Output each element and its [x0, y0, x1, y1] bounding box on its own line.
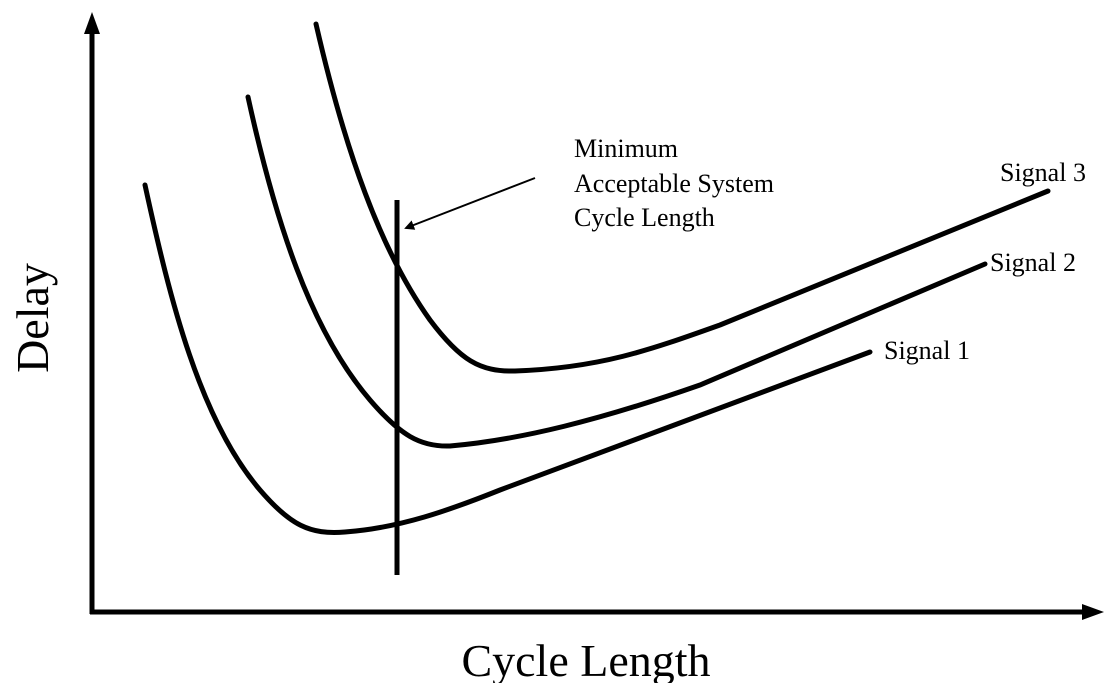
signal-2-curve: [245, 94, 988, 449]
x-axis-arrow: [1082, 604, 1104, 620]
curve-label: Signal 1: [884, 336, 970, 365]
signal-1-curve: [142, 182, 873, 535]
y-axis-arrow: [84, 12, 100, 34]
curve-label: Signal 2: [990, 248, 1076, 277]
curve-label: Signal 3: [1000, 158, 1086, 187]
annotation-line: Cycle Length: [574, 203, 715, 232]
signal-3-curve: [313, 21, 1051, 374]
x-axis-label: Cycle Length: [461, 635, 710, 683]
y-axis-label: Delay: [7, 263, 58, 373]
annotation-arrow: [404, 177, 536, 230]
annotation-line: Acceptable System: [574, 169, 774, 198]
annotation-line: Minimum: [574, 134, 678, 163]
